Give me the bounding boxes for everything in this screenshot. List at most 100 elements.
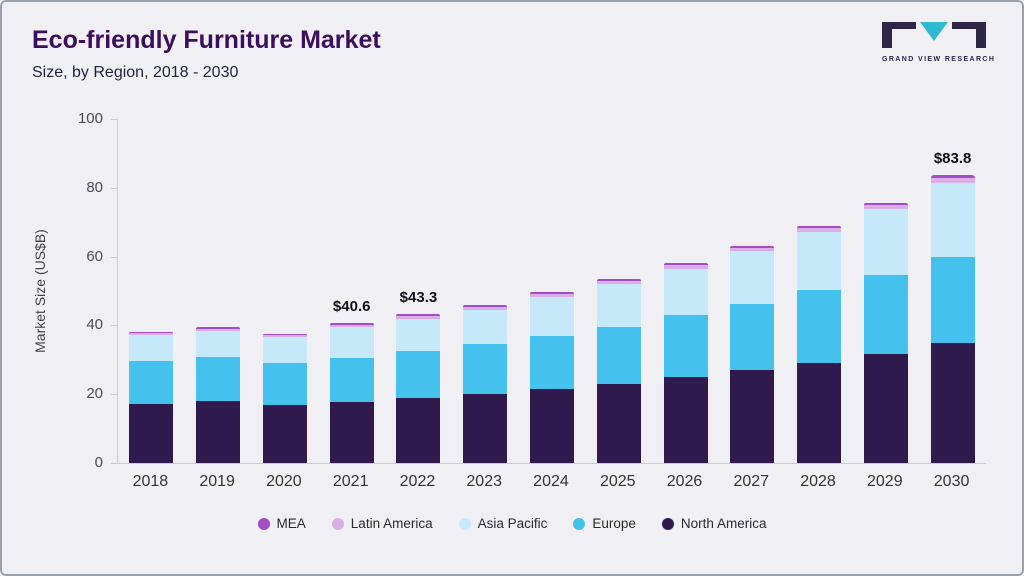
y-tick-mark [111,256,118,258]
bar-segment-asia-pacific [196,330,241,358]
x-axis-label-2021: 2021 [332,473,369,490]
bar-segment-mea [930,174,975,178]
bar-segment-mea [797,225,842,229]
x-axis-labels: 2018 2019 2020 2021 2022 2023 2024 2025 2026 2027… [117,473,985,491]
bar-segment-north-america [262,404,307,463]
bar-segment-north-america [863,353,908,463]
x-axis-label-2027: 2027 [733,473,770,490]
bar-segment-mea [863,202,908,206]
bar-segment-mea [196,327,241,329]
bar-segment-europe [663,315,708,378]
bar-2018 [129,119,174,463]
bar-segment-europe [463,343,508,394]
bar-segment-asia-pacific [529,296,574,336]
y-axis-label: Market Size (US$B) [32,229,48,353]
bar-segment-north-america [529,388,574,463]
gvr-logo-icon [882,22,986,48]
bar-segment-asia-pacific [663,268,708,316]
bar-segment-latin-america [529,294,574,297]
bar-segment-mea [262,333,307,336]
stacked-bars [118,119,986,463]
legend-item-mea: MEA [257,516,306,531]
bar-segment-asia-pacific [930,182,975,257]
bar-segment-mea [396,314,441,316]
x-axis-label-2019: 2019 [199,473,235,490]
y-tick-mark [111,463,118,464]
bar-segment-latin-america [262,335,307,338]
bar-segment-north-america [463,393,508,463]
bar-segment-north-america [129,403,174,463]
bar-segment-europe [329,357,374,402]
bar-segment-north-america [663,377,708,463]
bar-2030 [930,119,975,463]
bar-segment-mea [529,292,574,295]
bar-segment-europe [797,289,842,363]
bar-segment-europe [262,362,307,405]
bar-2028 [797,119,842,463]
bar-segment-mea [730,245,775,249]
page-title: Eco-friendly Furniture Market [32,26,381,54]
bar-2020 [262,119,307,463]
x-axis-label-2028: 2028 [800,473,836,490]
y-tick-mark [111,187,118,189]
x-axis-label-2022: 2022 [399,473,436,490]
y-tick-mark [111,325,118,327]
bar-segment-latin-america [129,333,174,336]
bar-segment-asia-pacific [596,283,641,327]
bar-segment-asia-pacific [730,251,775,304]
value-label-2022: $43.3 [399,289,438,307]
bar-segment-latin-america [196,328,241,331]
bar-segment-asia-pacific [129,335,174,362]
legend-dot-asia-pacific [458,517,471,530]
bar-2029 [863,119,908,463]
x-axis-label-2025: 2025 [599,473,636,490]
legend-label-latin-america: Latin America [350,516,433,531]
bar-segment-latin-america [730,248,775,252]
gvr-logo-text: GRAND VIEW RESEARCH [882,56,996,63]
bar-segment-latin-america [329,325,374,328]
bar-segment-north-america [730,370,775,463]
plot-area: $40.6 $43.3 $83.8 [111,119,986,464]
bar-segment-north-america [396,397,441,463]
bar-segment-europe [730,303,775,371]
y-tick-label: 40 [86,316,103,334]
bar-segment-north-america [196,401,241,463]
y-axis-ticks: 0 20 40 60 80 100 [47,110,103,471]
page-subtitle: Size, by Region, 2018 - 2030 [32,64,239,81]
x-axis-label-2018: 2018 [132,473,169,490]
value-label-2030: $83.8 [933,149,972,167]
bar-segment-mea [329,323,374,326]
bar-2023 [463,119,508,463]
bar-segment-asia-pacific [463,309,508,344]
y-tick-label: 0 [94,454,103,471]
x-axis-label-2024: 2024 [533,473,569,490]
bar-segment-europe [863,274,908,354]
bar-segment-latin-america [396,315,441,319]
legend-item-asia-pacific: Asia Pacific [458,516,548,531]
gvr-logo: GRAND VIEW RESEARCH [882,22,996,63]
x-axis-label-2020: 2020 [266,473,302,490]
bar-segment-latin-america [797,228,842,232]
y-tick-label: 100 [77,110,103,127]
bar-2022 [396,119,441,463]
bar-segment-latin-america [930,177,975,183]
x-axis-label-2029: 2029 [867,473,903,490]
bar-2025 [596,119,641,463]
bar-segment-europe [529,335,574,389]
bar-segment-mea [596,278,641,281]
y-tick-label: 60 [86,247,103,265]
y-tick-mark [111,119,118,120]
bar-segment-mea [463,305,508,308]
bar-segment-north-america [329,401,374,463]
legend-dot-mea [257,517,270,530]
legend-label-north-america: North America [680,516,767,531]
y-tick-label: 20 [86,385,103,403]
legend-label-europe: Europe [592,516,636,531]
legend-label-asia-pacific: Asia Pacific [477,516,548,531]
bar-segment-north-america [797,362,842,463]
bar-segment-latin-america [596,280,641,284]
legend-dot-north-america [661,517,674,530]
legend-item-latin-america: Latin America [331,516,433,531]
legend: MEA Latin America Asia Pacific Europe North … [2,516,1022,531]
